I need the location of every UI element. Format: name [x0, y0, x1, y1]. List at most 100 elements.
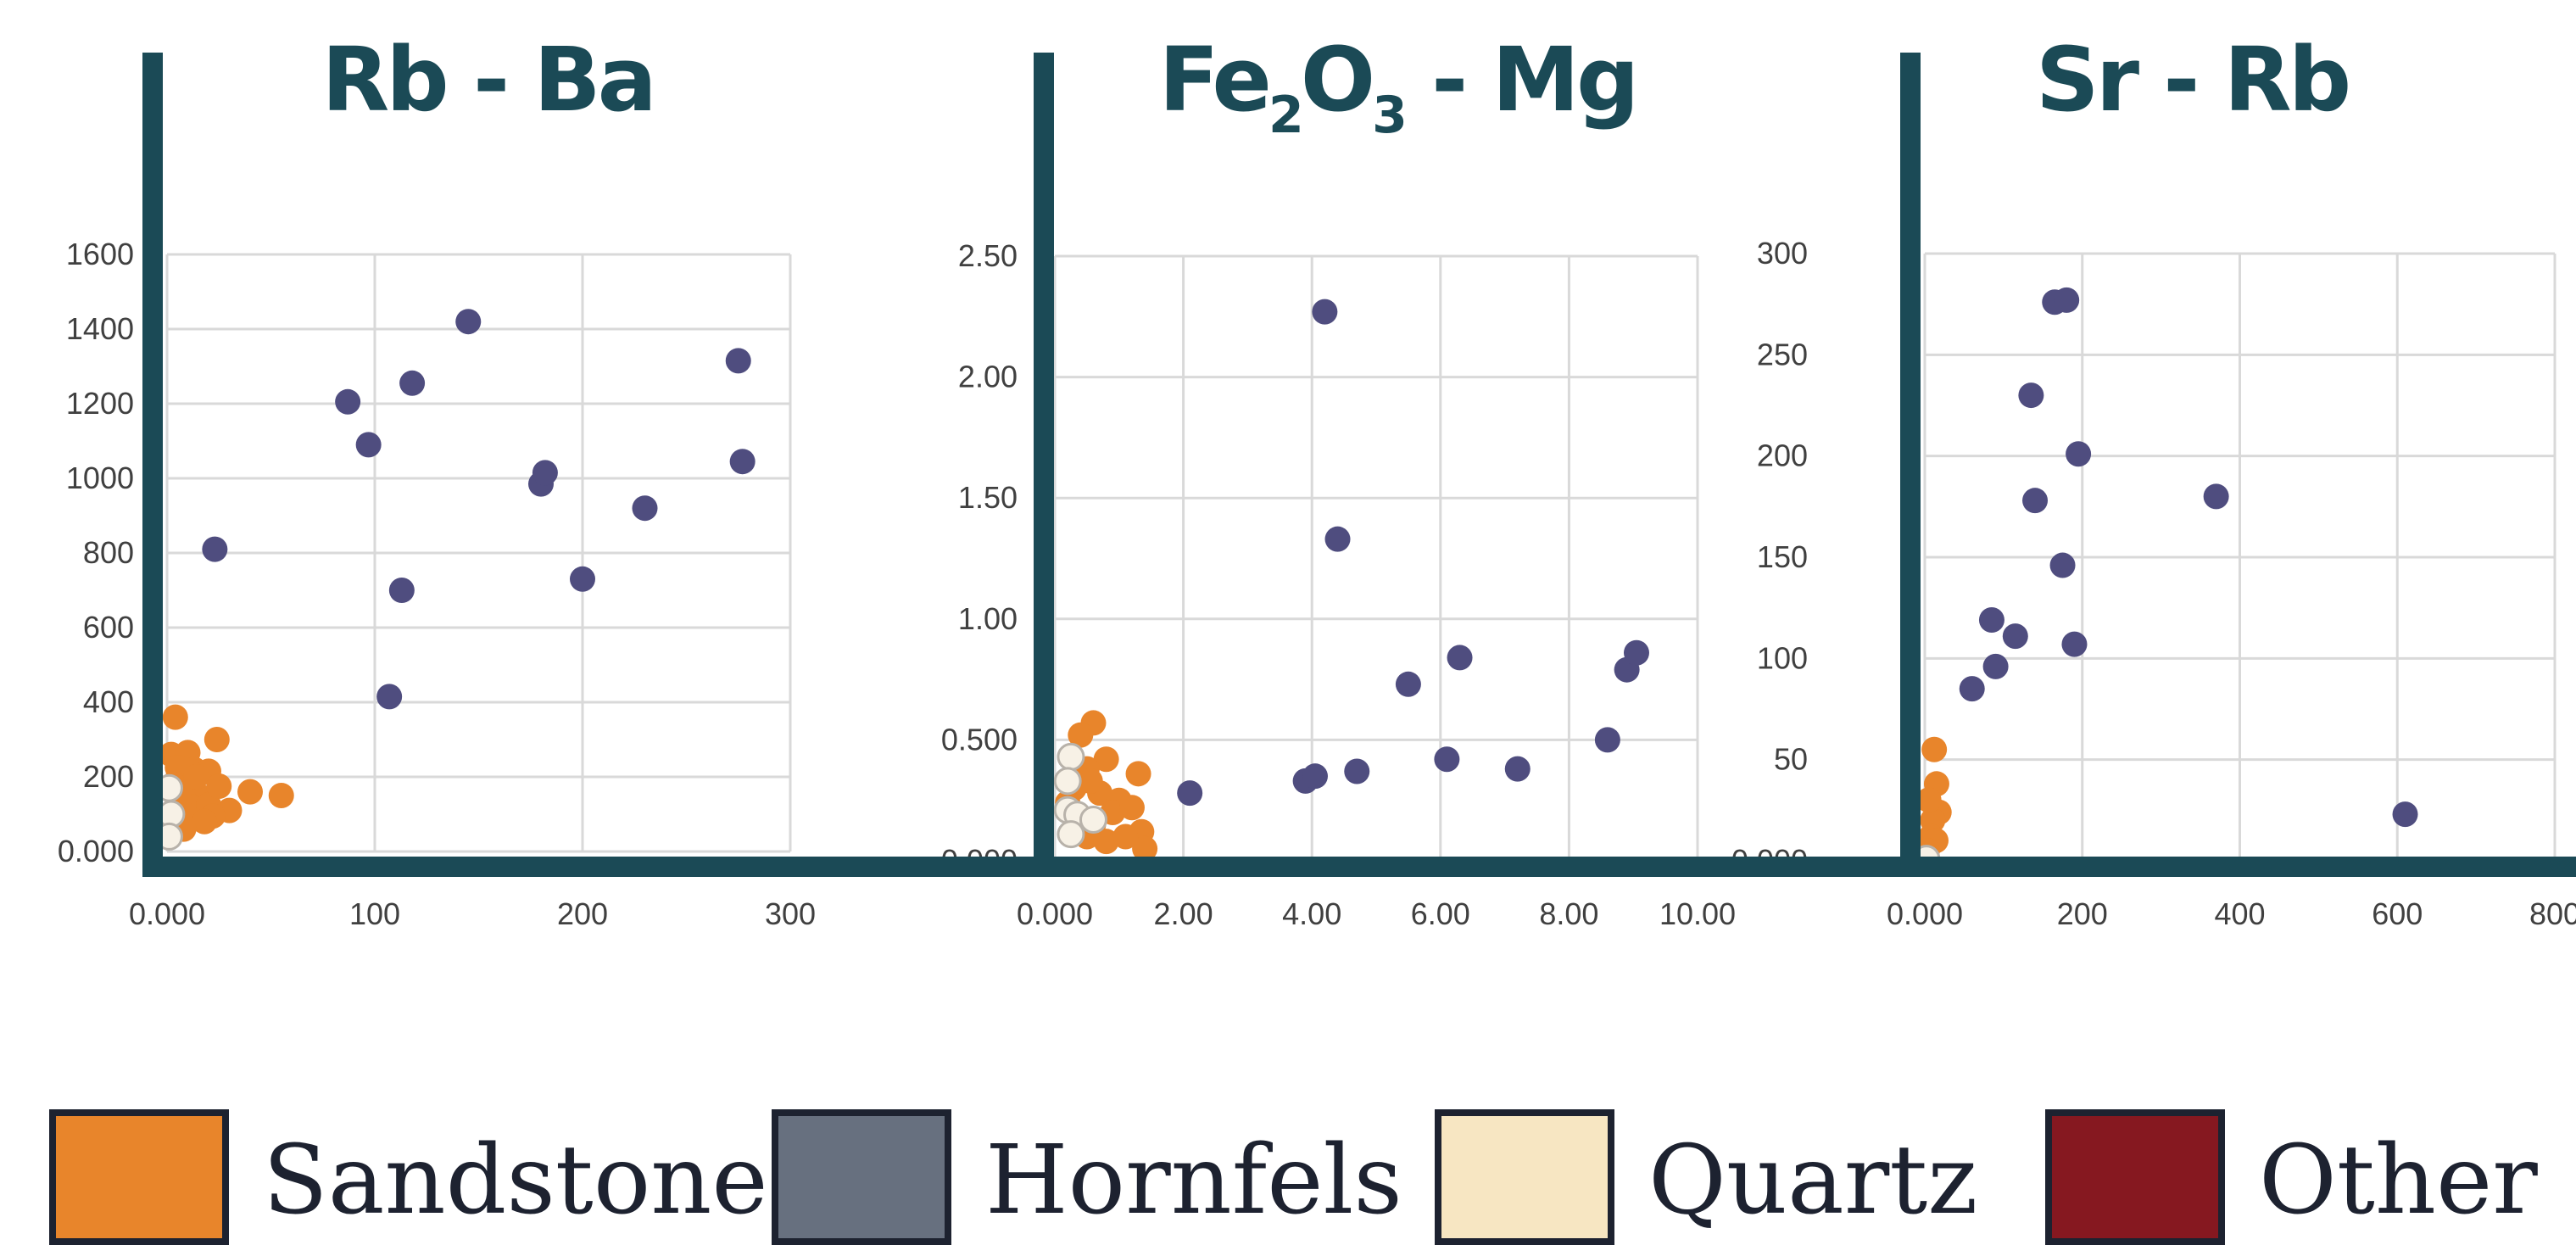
data-point-hornfels: [2049, 552, 2076, 578]
y-tick-label: 250: [1757, 337, 1808, 371]
data-point-sandstone: [183, 764, 209, 790]
x-tick-label: 200: [557, 896, 608, 931]
legend: Sandstone Hornfels Quartz Other: [0, 1103, 2576, 1245]
legend-label-sandstone: Sandstone: [263, 1125, 768, 1236]
data-point-sandstone: [1125, 761, 1151, 787]
x-tick-label: 100: [349, 896, 400, 931]
data-point-hornfels: [2392, 801, 2418, 828]
chart-title: Rb - Ba: [321, 28, 654, 131]
data-point-sandstone: [1093, 746, 1119, 773]
chart-title: Fe2O3 - Mg: [1159, 28, 1636, 145]
y-tick-label: 200: [1757, 438, 1808, 473]
data-point-sandstone: [1118, 795, 1145, 821]
data-point-sandstone: [1068, 722, 1094, 748]
legend-label-quartz: Quartz: [1648, 1125, 1978, 1236]
y-tick-label: 0.500: [941, 722, 1018, 756]
data-point-hornfels: [1324, 526, 1351, 552]
data-point-hornfels: [2203, 483, 2229, 510]
data-point-hornfels: [1395, 671, 1421, 697]
y-tick-label: 1600: [66, 237, 134, 271]
data-point-sandstone: [268, 783, 294, 808]
x-tick-label: 300: [765, 896, 816, 931]
data-point-hornfels: [632, 495, 658, 522]
data-point-hornfels: [1982, 653, 2009, 679]
data-point-hornfels: [1594, 727, 1620, 753]
data-point-quartz: [1053, 767, 1082, 796]
panel-frame-bar: [1900, 53, 1921, 877]
data-point-hornfels: [2061, 631, 2088, 657]
x-tick-label: 800: [2529, 896, 2576, 931]
data-point-hornfels: [1344, 758, 1370, 784]
y-tick-label: 1.50: [958, 480, 1018, 515]
x-tick-label: 2.00: [1154, 896, 1213, 931]
chart-panel-2: 0.0000.5001.001.502.002.500.0002.004.006…: [941, 28, 1736, 931]
panel-frame-bar: [142, 53, 163, 877]
data-point-hornfels: [1978, 606, 2004, 633]
data-point-sandstone: [204, 727, 230, 752]
legend-swatch-sandstone: [49, 1109, 229, 1245]
chart-title-part: Fe: [1159, 28, 1268, 131]
x-tick-label: 0.000: [1017, 896, 1093, 931]
y-tick-label: 1400: [66, 311, 134, 346]
data-point-sandstone: [237, 779, 263, 805]
x-tick-label: 10.00: [1659, 896, 1736, 931]
y-tick-label: 0.000: [58, 834, 134, 868]
x-tick-label: 4.00: [1282, 896, 1341, 931]
data-point-hornfels: [335, 388, 361, 415]
x-tick-label: 600: [2372, 896, 2423, 931]
y-tick-label: 200: [83, 759, 134, 794]
data-point-sandstone: [206, 773, 232, 799]
data-point-sandstone: [162, 704, 188, 730]
data-point-hornfels: [202, 536, 228, 562]
data-point-sandstone: [1921, 736, 1948, 762]
chart-panel-1: 0.000 200 400 600 800 1000 1200 1400 1600 0.000 10…: [58, 28, 816, 931]
data-point-sandstone: [1077, 768, 1103, 794]
y-tick-label: 2.00: [958, 360, 1018, 394]
data-point-hornfels: [729, 449, 756, 475]
data-point-sandstone: [192, 808, 218, 835]
y-tick-label: 150: [1757, 539, 1808, 574]
data-point-hornfels: [1302, 763, 1328, 790]
baseline-bar: [142, 857, 2576, 877]
y-tick-label: 50: [1774, 742, 1808, 777]
data-point-quartz: [1057, 742, 1085, 771]
y-tick-label: 800: [83, 535, 134, 570]
data-point-hornfels: [376, 684, 403, 710]
y-tick-label: 100: [1757, 640, 1808, 675]
legend-swatch-quartz: [1435, 1109, 1614, 1245]
data-point-quartz: [1057, 820, 1085, 849]
x-tick-label: 0.000: [1887, 896, 1963, 931]
data-point-hornfels: [1504, 756, 1531, 782]
data-point-quartz: [1079, 806, 1107, 835]
chart-title: Sr - Rb: [2036, 28, 2348, 131]
x-tick-label: 0.000: [129, 896, 205, 931]
data-point-hornfels: [2022, 488, 2049, 514]
legend-swatch-other: [2045, 1109, 2225, 1245]
y-tick-label: 2.50: [958, 238, 1018, 273]
chart-panel-3: 0.000501001502002503000.000200400600800S…: [1731, 28, 2576, 931]
x-tick-label: 400: [2214, 896, 2265, 931]
y-tick-label: 300: [1757, 236, 1808, 271]
y-tick-label: 1000: [66, 461, 134, 495]
x-tick-label: 6.00: [1411, 896, 1470, 931]
chart-title-part: 2: [1268, 86, 1301, 145]
data-point-sandstone: [1093, 829, 1119, 855]
data-point-hornfels: [2002, 623, 2028, 650]
data-point-hornfels: [388, 578, 415, 603]
x-tick-label: 200: [2057, 896, 2108, 931]
x-tick-label: 8.00: [1539, 896, 1598, 931]
data-point-hornfels: [2066, 441, 2092, 467]
y-tick-label: 400: [83, 684, 134, 719]
data-point-hornfels: [355, 432, 382, 458]
chart-title-part: O: [1301, 28, 1372, 131]
legend-swatch-hornfels: [772, 1109, 951, 1245]
data-point-hornfels: [2054, 287, 2080, 313]
legend-label-hornfels: Hornfels: [985, 1125, 1402, 1236]
y-tick-label: 1200: [66, 386, 134, 421]
data-point-hornfels: [1623, 639, 1649, 666]
data-point-hornfels: [455, 309, 482, 335]
y-tick-label: 600: [83, 610, 134, 645]
data-point-hornfels: [1959, 676, 1985, 702]
data-point-hornfels: [725, 348, 751, 374]
data-point-hornfels: [1434, 746, 1460, 773]
